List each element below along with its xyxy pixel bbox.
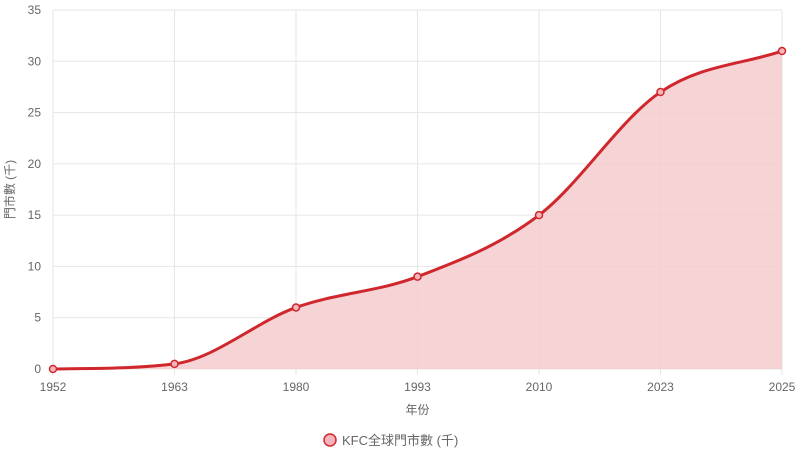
y-tick-label: 30 xyxy=(28,54,42,68)
y-tick-label: 10 xyxy=(28,259,42,273)
y-tick-label: 20 xyxy=(28,157,42,171)
y-tick-label: 5 xyxy=(34,311,41,325)
legend-label: KFC全球門市數 (千) xyxy=(342,433,458,448)
x-tick-label: 1993 xyxy=(404,380,431,394)
legend[interactable]: KFC全球門市數 (千) xyxy=(323,433,458,448)
data-point[interactable] xyxy=(777,46,787,56)
y-tick-labels: 0 5 10 15 20 25 30 35 xyxy=(28,3,42,376)
data-point[interactable] xyxy=(656,87,665,97)
series-area-fill xyxy=(53,51,782,370)
y-tick-label: 0 xyxy=(34,362,41,376)
x-tick-label: 2010 xyxy=(526,380,553,394)
x-axis-title: 年份 xyxy=(405,403,429,417)
x-tick-label: 2025 xyxy=(769,380,796,394)
data-point[interactable] xyxy=(291,303,301,312)
y-tick-label: 15 xyxy=(28,208,42,222)
legend-swatch xyxy=(323,433,337,447)
y-tick-label: 25 xyxy=(28,106,42,120)
x-tick-label: 1952 xyxy=(40,380,67,394)
y-tick-label: 35 xyxy=(28,3,42,17)
x-tick-label: 1963 xyxy=(161,380,188,394)
x-tick-label: 2023 xyxy=(647,380,674,394)
y-axis-title: 門市數 (千) xyxy=(2,160,17,219)
x-tick-labels: 1952 1963 1980 1993 2010 2023 2025 xyxy=(40,380,796,394)
data-point[interactable] xyxy=(534,210,544,220)
data-point[interactable] xyxy=(48,364,58,374)
data-point[interactable] xyxy=(413,272,422,281)
x-tick-label: 1980 xyxy=(283,380,310,394)
data-point[interactable] xyxy=(170,359,179,369)
data-points xyxy=(48,46,787,374)
